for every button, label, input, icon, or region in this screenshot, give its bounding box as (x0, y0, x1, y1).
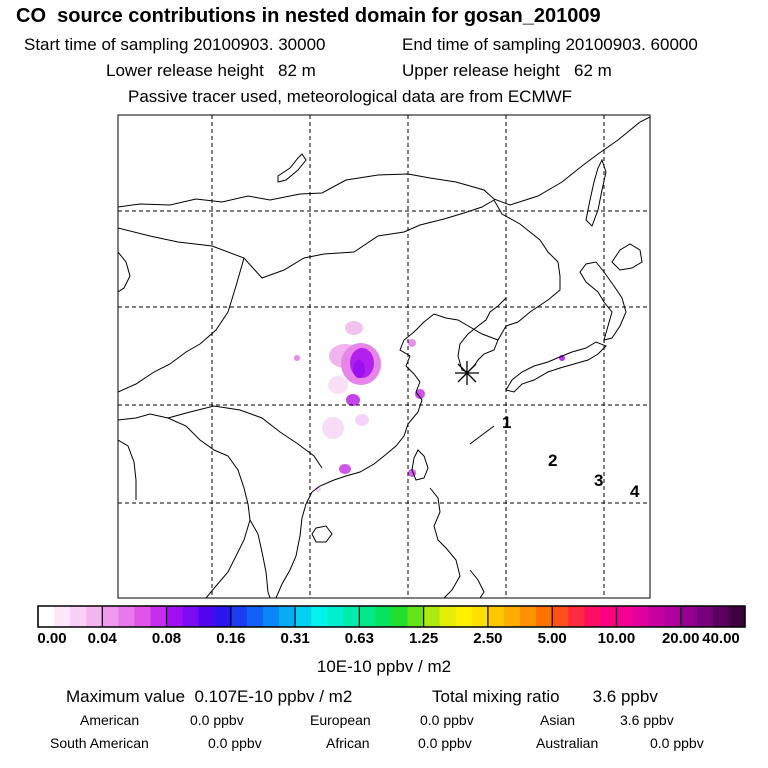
colorbar-swatch (343, 606, 360, 627)
colorbar-tick-label: 20.00 (661, 630, 700, 647)
colorbar-swatch (439, 606, 457, 627)
colorbar-swatch (311, 606, 328, 627)
end-time-label: End time of sampling 20100903. 60000 (402, 35, 698, 54)
colorbar-tick-label: 0.63 (344, 630, 374, 647)
colorbar-swatch (54, 606, 71, 627)
colorbar-swatch (552, 606, 569, 627)
colorbar-swatch (568, 606, 585, 627)
african-value: 0.0 ppbv (418, 735, 472, 751)
map-label-4: 4 (630, 482, 640, 501)
colorbar-swatch (616, 606, 634, 627)
american-value: 0.0 ppbv (190, 712, 244, 728)
colorbar-swatch (246, 606, 264, 627)
asian-value: 3.6 ppbv (620, 712, 674, 728)
colorbar-tick-label: 0.08 (151, 630, 182, 647)
colorbar-swatch (198, 606, 216, 627)
colorbar-swatch (471, 606, 489, 627)
colorbar-swatch (391, 606, 409, 627)
european-label: European (310, 712, 371, 728)
colorbar-swatch (214, 606, 232, 627)
lower-release-height-label: Lower release height 82 m (106, 61, 316, 80)
total-mixing-ratio-label: Total mixing ratio 3.6 ppbv (432, 687, 658, 706)
colorbar-swatch (182, 606, 200, 627)
colorbar-swatch (279, 606, 296, 627)
colorbar-tick-label: 0.04 (87, 630, 117, 647)
colorbar-swatch (166, 606, 184, 627)
tracer-note: Passive tracer used, meteorological data… (128, 87, 573, 106)
colorbar-swatch (600, 606, 617, 627)
colorbar-swatch (262, 606, 280, 627)
colorbar-tick-label: 1.25 (409, 630, 439, 647)
colorbar-swatch (696, 606, 714, 627)
receptor-asterisk-icon (455, 361, 479, 385)
colorbar-swatch (487, 606, 505, 627)
colorbar-swatch (134, 606, 151, 627)
max-value-label: Maximum value 0.107E-10 ppbv / m2 (66, 687, 353, 706)
colorbar-swatch (455, 606, 473, 627)
colorbar (37, 606, 746, 627)
colorbar-tick-label: 2.50 (473, 630, 503, 647)
colorbar-swatch (632, 606, 650, 627)
map-label-1: 1 (502, 413, 512, 432)
south-american-value: 0.0 ppbv (208, 735, 262, 751)
colorbar-swatch (359, 606, 376, 627)
colorbar-swatch (375, 606, 392, 627)
colorbar-swatch (728, 606, 746, 627)
plot-title: CO source contributions in nested domain… (16, 5, 601, 27)
american-label: American (80, 712, 140, 728)
colorbar-swatch (584, 606, 601, 627)
asian-label: Asian (540, 712, 576, 728)
colorbar-swatch (150, 606, 168, 627)
colorbar-swatch (648, 606, 666, 627)
colorbar-swatch (230, 606, 248, 627)
coastlines (118, 116, 650, 598)
colorbar-swatch (520, 606, 537, 627)
colorbar-tick-label: 40.00 (702, 630, 740, 647)
colorbar-swatch (38, 606, 55, 627)
colorbar-swatch (327, 606, 344, 627)
map-label-2: 2 (548, 451, 558, 470)
colorbar-frame (37, 605, 746, 628)
map-frame (117, 114, 651, 599)
source-contribution-field (294, 321, 565, 492)
graticule (118, 115, 650, 598)
colorbar-swatch (118, 606, 135, 627)
australian-label: Australian (536, 735, 599, 751)
colorbar-swatch (680, 606, 698, 627)
colorbar-swatch (664, 606, 682, 627)
colorbar-swatch (503, 606, 521, 627)
colorbar-swatch (295, 606, 312, 627)
european-value: 0.0 ppbv (420, 712, 474, 728)
colorbar-tick-label: 5.00 (537, 630, 567, 647)
colorbar-unit: 10E-10 ppbv / m2 (316, 657, 452, 676)
colorbar-swatch (423, 606, 441, 627)
colorbar-swatch (712, 606, 730, 627)
colorbar-swatch (102, 606, 119, 627)
colorbar-swatch (536, 606, 553, 627)
map-label-3: 3 (594, 471, 604, 490)
colorbar-swatch (70, 606, 87, 627)
colorbar-tick-label: 10.00 (597, 630, 636, 647)
colorbar-swatch (86, 606, 103, 627)
colorbar-tick-label: 0.16 (216, 630, 246, 647)
colorbar-tick-label: 0.00 (37, 630, 67, 647)
map-area (118, 115, 650, 598)
australian-value: 0.0 ppbv (650, 735, 704, 751)
start-time-label: Start time of sampling 20100903. 30000 (24, 35, 326, 54)
upper-release-height-label: Upper release height 62 m (402, 61, 612, 80)
colorbar-swatch (407, 606, 425, 627)
african-label: African (326, 735, 370, 751)
colorbar-tick-label: 0.31 (280, 630, 310, 647)
south-american-label: South American (50, 735, 149, 751)
